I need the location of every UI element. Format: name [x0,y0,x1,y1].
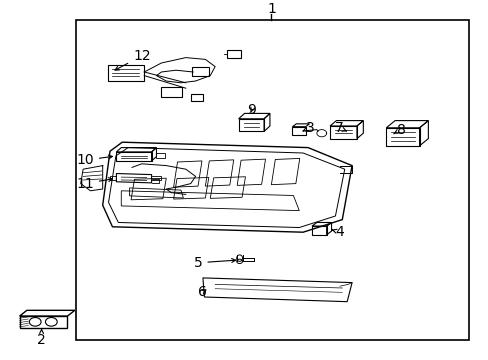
Text: 2: 2 [37,329,46,347]
Bar [156,153,165,158]
Bar [161,87,182,97]
Text: 1: 1 [266,2,275,16]
Text: 7: 7 [334,121,346,135]
Text: 8: 8 [393,123,405,136]
Text: 12: 12 [115,49,150,70]
Text: 11: 11 [76,177,112,190]
Text: 5: 5 [193,256,235,270]
Bar [190,94,203,101]
Bar [76,20,468,340]
Text: 6: 6 [198,285,207,298]
Text: 10: 10 [76,153,112,167]
Text: 4: 4 [332,225,344,239]
Text: 3: 3 [303,121,314,135]
Bar [191,67,208,76]
Bar [227,50,241,58]
Text: 9: 9 [247,103,256,117]
